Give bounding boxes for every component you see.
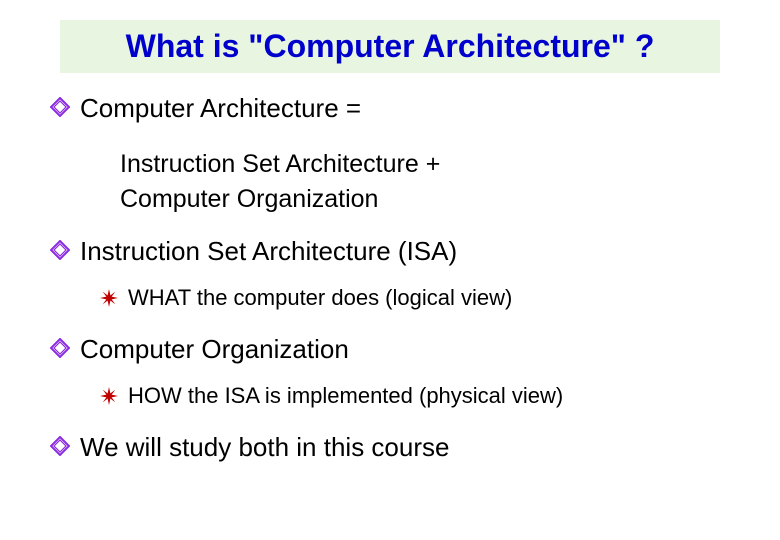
starburst-icon <box>100 289 118 312</box>
bullet-item: We will study both in this course <box>50 432 740 463</box>
diamond-icon <box>50 240 70 265</box>
bullet-item: Computer Architecture = <box>50 93 740 124</box>
diamond-icon <box>50 338 70 363</box>
slide-title: What is "Computer Architecture" ? <box>80 28 700 65</box>
bullet-item: Computer Organization <box>50 334 740 365</box>
bullet-text: Instruction Set Architecture (ISA) <box>80 236 457 267</box>
bullet-item: Instruction Set Architecture (ISA) <box>50 236 740 267</box>
diamond-icon <box>50 436 70 461</box>
title-container: What is "Computer Architecture" ? <box>60 20 720 73</box>
bullet-child-text: HOW the ISA is implemented (physical vie… <box>128 383 563 409</box>
bullet-child: WHAT the computer does (logical view) <box>100 285 740 312</box>
bullet-child-text: WHAT the computer does (logical view) <box>128 285 512 311</box>
bullet-text: We will study both in this course <box>80 432 449 463</box>
bullet-text: Computer Architecture = <box>80 93 361 124</box>
subline-text: Instruction Set Architecture + <box>120 150 440 179</box>
subline-text: Computer Organization <box>120 185 378 214</box>
bullet-text: Computer Organization <box>80 334 349 365</box>
bullet-subline: Instruction Set Architecture + <box>120 150 740 179</box>
diamond-icon <box>50 97 70 122</box>
bullet-subline: Computer Organization <box>120 185 740 214</box>
starburst-icon <box>100 387 118 410</box>
bullet-child: HOW the ISA is implemented (physical vie… <box>100 383 740 410</box>
